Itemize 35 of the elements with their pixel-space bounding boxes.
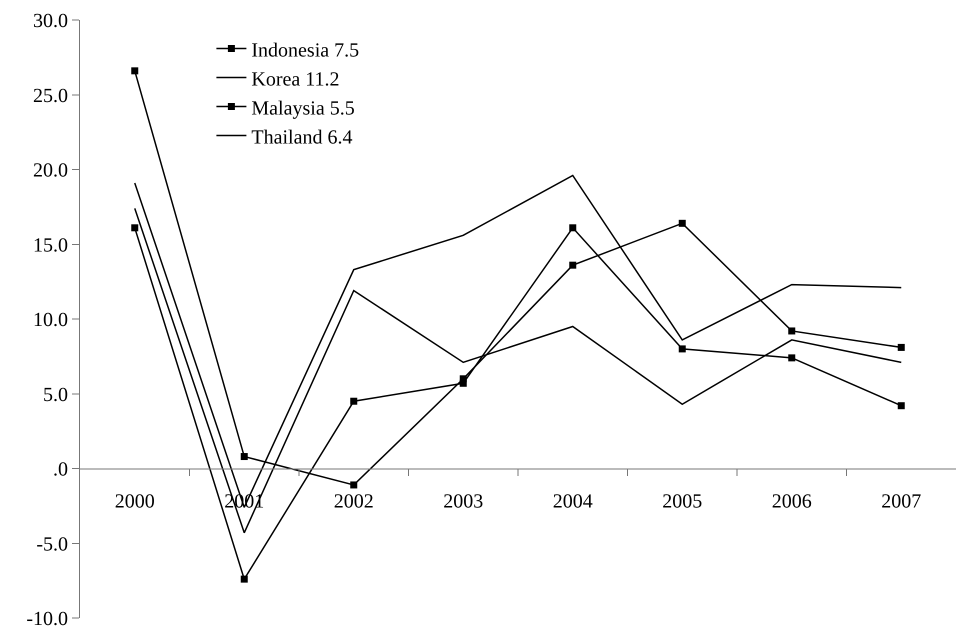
x-tick-label: 2002: [334, 490, 374, 512]
point: [131, 224, 138, 232]
point: [678, 345, 686, 352]
x-tick-label: 2000: [114, 490, 155, 512]
y-tick-label: 20.0: [33, 160, 68, 182]
point: [788, 327, 796, 334]
y-tick-label: 5.0: [43, 384, 68, 406]
legend-label: Thailand 6.4: [251, 126, 352, 148]
point: [131, 67, 138, 74]
point: [240, 453, 248, 460]
point: [350, 398, 358, 405]
point: [788, 354, 796, 362]
y-tick-label: 10.0: [33, 309, 68, 331]
x-tick-label: 2004: [552, 490, 593, 512]
point: [569, 224, 576, 232]
point: [569, 262, 576, 269]
point: [898, 344, 905, 351]
y-tick-label: 25.0: [33, 84, 68, 107]
legend-label: Indonesia 7.5: [251, 39, 360, 62]
y-tick-label: 15.0: [33, 234, 68, 256]
x-tick-label: 2006: [772, 490, 812, 512]
point: [460, 380, 467, 387]
point: [898, 402, 905, 410]
y-tick-label: -5.0: [36, 533, 68, 556]
legend-label: Malaysia 5.5: [251, 97, 355, 120]
x-tick-label: 2007: [881, 490, 922, 512]
x-tick-label: 2005: [662, 490, 702, 512]
legend-label: Korea 11.2: [251, 68, 340, 90]
x-tick-label: 2003: [443, 490, 484, 512]
point: [350, 481, 358, 488]
point: [678, 220, 686, 227]
y-tick-label: -10.0: [26, 608, 68, 630]
point: [240, 576, 248, 583]
y-tick-label: .0: [53, 458, 68, 480]
y-tick-label: 30.0: [33, 10, 68, 32]
